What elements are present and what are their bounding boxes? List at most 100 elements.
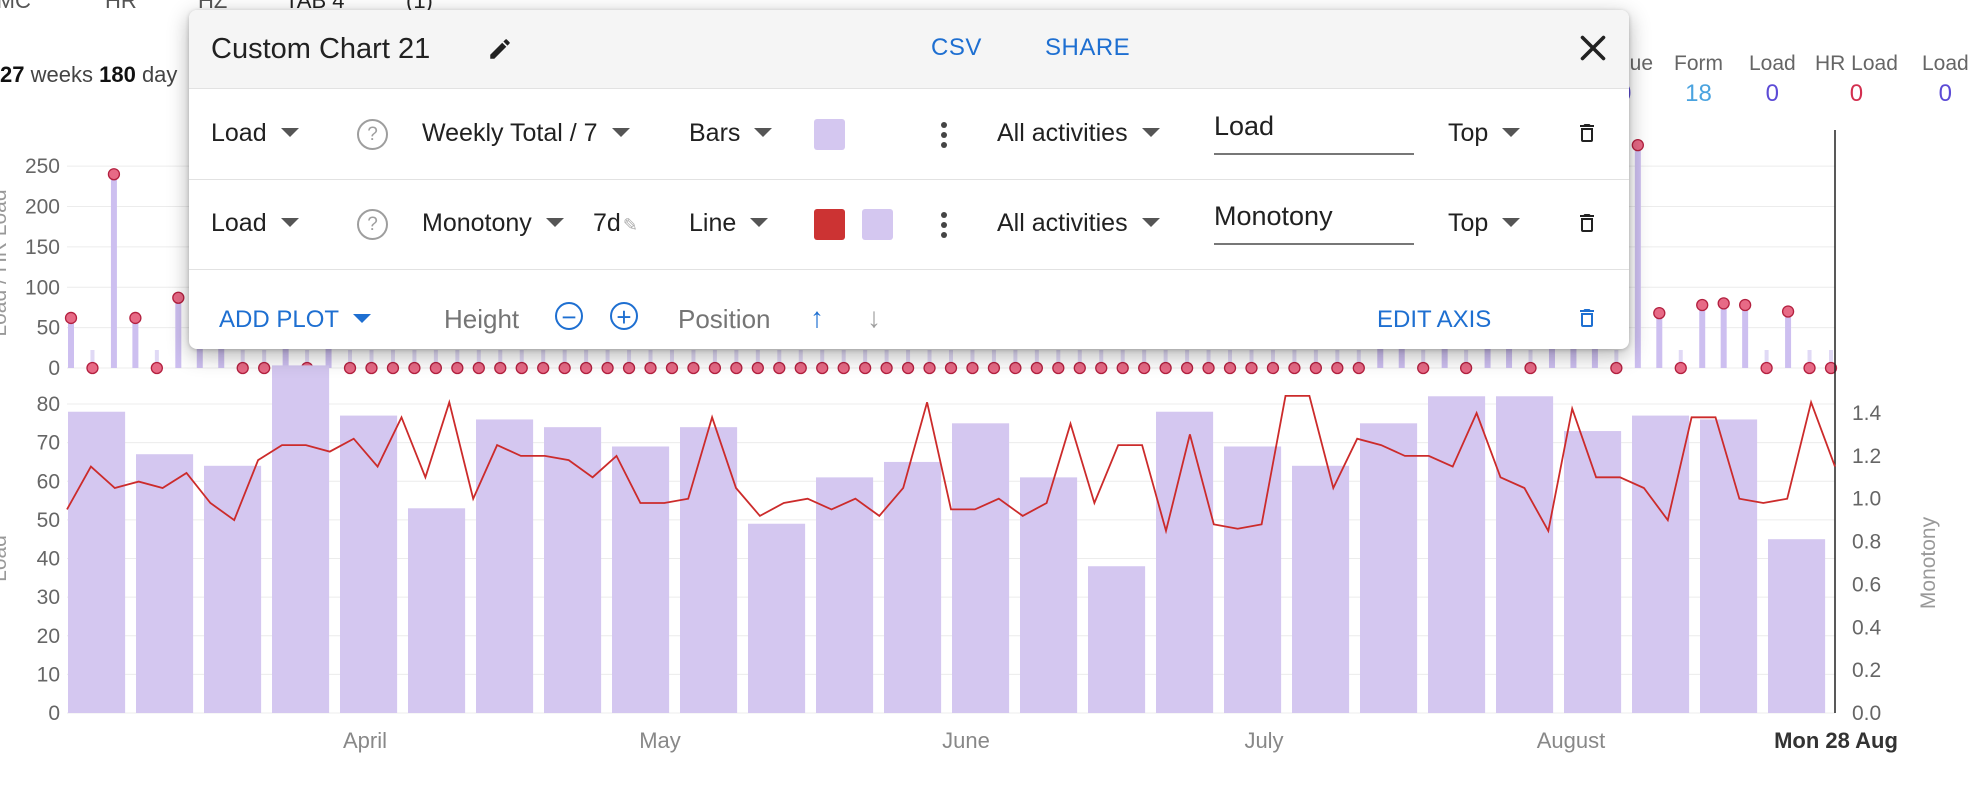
- axis-position-select[interactable]: Top: [1448, 209, 1521, 238]
- stat-hr-load: HR Load 0: [1815, 52, 1898, 108]
- y-tick-label: 10: [37, 663, 60, 686]
- dropdown-caret-icon: [1141, 127, 1160, 137]
- csv-button[interactable]: CSV: [931, 34, 982, 61]
- help-icon[interactable]: ?: [357, 119, 388, 150]
- hr-load-point: [644, 361, 657, 375]
- load-bar: [390, 350, 395, 368]
- days-value: 7d: [593, 209, 621, 237]
- activities-select[interactable]: All activities: [997, 209, 1160, 238]
- edit-axis-button[interactable]: EDIT AXIS: [1377, 306, 1492, 333]
- aggregation-select[interactable]: Weekly Total / 7: [422, 119, 630, 148]
- monotony-tick-label: 0.4: [1852, 616, 1882, 639]
- load-bar: [1163, 350, 1168, 368]
- dropdown-caret-icon: [1502, 217, 1521, 227]
- hr-load-point: [1245, 361, 1258, 375]
- load-bar: [1614, 350, 1619, 368]
- load-bar: [1356, 350, 1361, 368]
- stat-load-2: Load 0: [1922, 52, 1969, 108]
- hr-load-point: [880, 361, 893, 375]
- series-name-input[interactable]: Load: [1214, 111, 1414, 155]
- series-name-input[interactable]: Monotony: [1214, 201, 1414, 245]
- nav-tab-4[interactable]: TAB 4: [285, 0, 345, 13]
- activities-select[interactable]: All activities: [997, 119, 1160, 148]
- dialog-header: Custom Chart 21 CSV SHARE: [189, 10, 1629, 89]
- height-increase-icon[interactable]: +: [610, 302, 638, 331]
- hr-load-point: [1631, 139, 1644, 152]
- nav-tab-pmc[interactable]: PMC: [0, 0, 31, 13]
- height-decrease-icon[interactable]: −: [555, 302, 583, 331]
- hr-load-point: [858, 361, 872, 375]
- monotony-tick-label: 1.0: [1852, 488, 1881, 511]
- plot-type-select[interactable]: Bars: [689, 119, 773, 148]
- delete-icon[interactable]: [1575, 119, 1599, 147]
- monotony-tick-label: 0.2: [1852, 659, 1881, 682]
- hr-load-point: [622, 361, 636, 375]
- hr-load-point: [1159, 361, 1172, 375]
- load-bar: [1206, 350, 1211, 368]
- close-icon[interactable]: [1575, 30, 1611, 66]
- load-bar: [691, 350, 696, 368]
- x-tick-label: July: [1244, 728, 1283, 753]
- load-bar: [433, 350, 438, 368]
- plot-row-1: Load ? Weekly Total / 7 Bars All activit…: [189, 89, 1629, 180]
- hr-load-point: [1138, 361, 1151, 375]
- hr-load-point: [365, 361, 378, 375]
- axis-position-select[interactable]: Top: [1448, 119, 1521, 148]
- help-icon[interactable]: ?: [357, 209, 388, 240]
- delete-icon[interactable]: [1575, 209, 1599, 237]
- series-name-value: Load: [1214, 111, 1275, 141]
- load-bar: [1464, 350, 1469, 368]
- stat-form: Form 18: [1674, 52, 1723, 108]
- load-bar: [1313, 350, 1318, 368]
- hr-load-point: [150, 361, 164, 375]
- fill-color-swatch[interactable]: [862, 209, 893, 240]
- load-bar: [605, 350, 610, 368]
- hr-load-point: [1180, 361, 1194, 375]
- weekly-load-bar: [1496, 396, 1554, 713]
- weekly-load-bar: [136, 454, 194, 713]
- load-bar: [1228, 350, 1233, 368]
- y-tick-label: 200: [25, 196, 60, 219]
- more-options-icon[interactable]: [940, 119, 948, 149]
- aggregation-value: Monotony: [422, 209, 532, 237]
- stat-value: 18: [1685, 80, 1712, 107]
- move-up-arrow-icon[interactable]: ↑: [810, 302, 824, 333]
- y-tick-label: 100: [25, 276, 60, 299]
- more-options-icon[interactable]: [940, 209, 948, 239]
- line-color-swatch[interactable]: [814, 209, 845, 240]
- load-bar: [841, 350, 846, 368]
- y-tick-label: 80: [37, 393, 60, 416]
- weekly-load-bar: [748, 523, 806, 713]
- metric-select[interactable]: Load: [211, 209, 299, 238]
- metric-select[interactable]: Load: [211, 119, 299, 148]
- add-plot-button[interactable]: ADD PLOT: [219, 306, 372, 334]
- hr-load-point: [1653, 306, 1666, 320]
- load-bar: [476, 350, 481, 368]
- aggregation-value: Weekly Total / 7: [422, 119, 598, 147]
- y-tick-label: 50: [37, 509, 60, 532]
- nav-tab-hr[interactable]: HR: [105, 0, 137, 13]
- hr-load-point: [64, 311, 78, 325]
- share-button[interactable]: SHARE: [1045, 34, 1131, 61]
- y-tick-label: 30: [37, 586, 60, 609]
- monotony-tick-label: 1.2: [1852, 445, 1881, 468]
- aggregation-select[interactable]: Monotony: [422, 209, 564, 238]
- nav-tab-hz[interactable]: HZ: [198, 0, 228, 13]
- color-swatch[interactable]: [814, 119, 845, 150]
- weekly-load-bar: [1428, 396, 1486, 713]
- hr-load-point: [987, 361, 1001, 375]
- chart[interactable]: 0 50 100 150 200 250 0 10 20 30 40 50 60 70 80 0.0 0.2 0.…: [0, 120, 1970, 794]
- hr-load-point: [901, 361, 915, 375]
- hr-load-point: [537, 361, 550, 375]
- weekly-load-bar: [1156, 411, 1214, 713]
- dropdown-caret-icon: [754, 127, 773, 137]
- plot-type-select[interactable]: Line: [689, 209, 769, 238]
- hr-load-point: [408, 361, 421, 375]
- load-bar: [648, 350, 653, 368]
- move-down-arrow-icon[interactable]: ↓: [867, 302, 881, 333]
- delete-plot-icon[interactable]: [1575, 304, 1599, 332]
- days-input[interactable]: 7d ✎: [593, 209, 638, 238]
- load-bar: [1185, 350, 1190, 368]
- hr-load-point: [1610, 361, 1623, 375]
- edit-title-icon[interactable]: [487, 36, 513, 62]
